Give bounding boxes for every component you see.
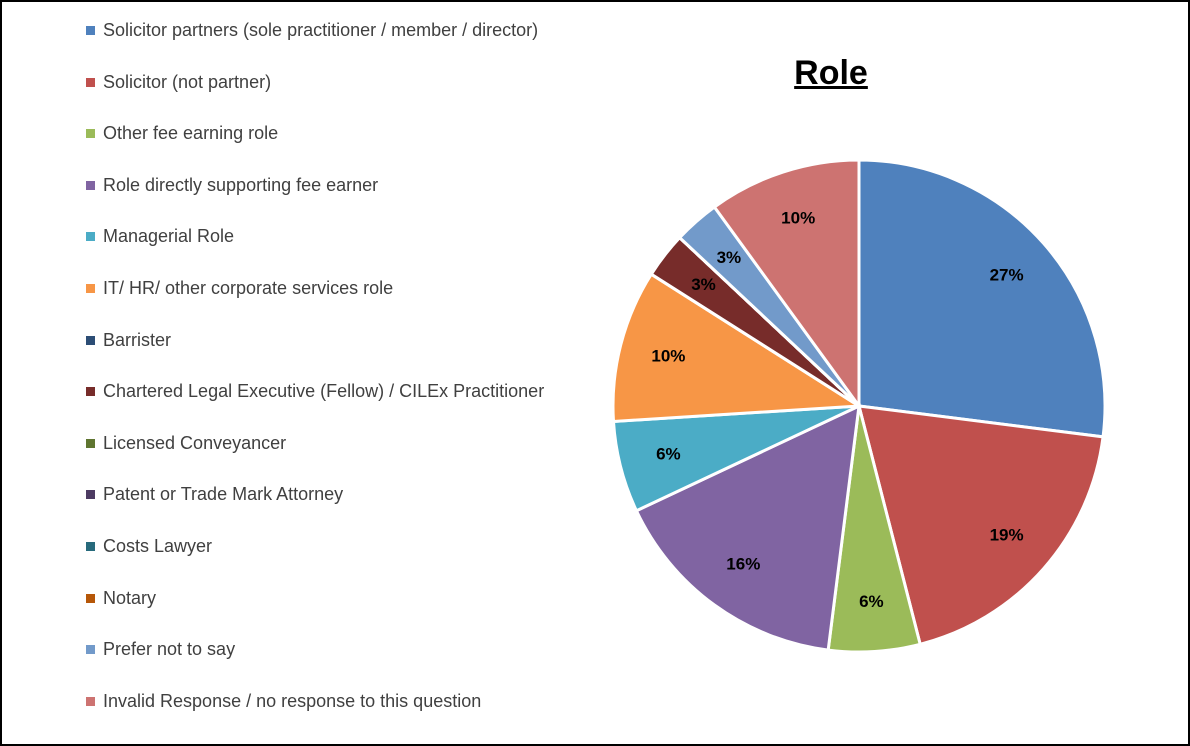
data-label: 6% (859, 592, 884, 611)
legend-item: Role directly supporting fee earner (86, 174, 566, 196)
legend-swatch (86, 387, 95, 397)
legend-label: Barrister (103, 329, 172, 350)
legend-item: Solicitor partners (sole practitioner / … (86, 19, 566, 41)
legend-item: Notary (86, 587, 566, 609)
data-label: 3% (691, 275, 716, 294)
legend-label: Invalid Response / no response to this q… (103, 690, 482, 711)
data-label: 19% (990, 526, 1024, 545)
legend-label: Solicitor (not partner) (103, 71, 272, 92)
legend-label: Role directly supporting fee earner (103, 174, 379, 195)
legend-item: Licensed Conveyancer (86, 432, 566, 454)
pie-slice (856, 404, 1105, 647)
legend-label: Notary (103, 587, 157, 608)
data-label: 10% (781, 208, 815, 227)
legend-item: IT/ HR/ other corporate services role (86, 277, 566, 299)
legend-swatch (86, 490, 95, 500)
legend-item: Solicitor (not partner) (86, 71, 566, 93)
legend-label: IT/ HR/ other corporate services role (103, 278, 394, 298)
legend-label: Solicitor partners (sole practitioner / … (103, 20, 539, 40)
pie-slice (611, 272, 864, 424)
legend-label: Prefer not to say (103, 639, 236, 660)
legend-label: Chartered Legal Executive (Fellow) / CIL… (103, 381, 545, 402)
legend-swatch (86, 438, 95, 448)
legend-swatch (86, 696, 95, 706)
legend-swatch (86, 77, 95, 87)
legend-item: Chartered Legal Executive (Fellow) / CIL… (86, 380, 566, 402)
legend-swatch (86, 645, 95, 655)
legend-item: Barrister (86, 329, 566, 351)
legend-label: Costs Lawyer (103, 536, 213, 556)
data-label: 6% (656, 444, 681, 463)
legend-swatch (86, 542, 95, 551)
legend-item: Managerial Role (86, 225, 566, 247)
data-label: 10% (651, 347, 685, 366)
legend-label: Licensed Conveyancer (103, 432, 287, 453)
legend-swatch (86, 26, 95, 35)
pie-slice (712, 158, 861, 411)
legend-label: Patent or Trade Mark Attorney (103, 484, 344, 505)
legend-item: Prefer not to say (86, 638, 566, 660)
legend-item: Other fee earning role (86, 122, 566, 144)
chart-title: Role (794, 54, 868, 92)
legend-swatch (86, 335, 95, 345)
legend-item: Costs Lawyer (86, 535, 566, 557)
data-label: 27% (990, 265, 1024, 284)
legend-swatch (86, 284, 95, 293)
legend-swatch (86, 180, 95, 190)
pie-slice (634, 403, 861, 652)
pie-slice (857, 158, 1107, 439)
legend-swatch (86, 593, 95, 603)
legend-swatch (86, 129, 95, 139)
data-label: 3% (717, 248, 742, 267)
legend-label: Managerial Role (103, 226, 235, 247)
legend-item: Patent or Trade Mark Attorney (86, 483, 566, 505)
legend-swatch (86, 232, 95, 242)
legend-label: Other fee earning role (103, 123, 279, 144)
data-label: 16% (726, 555, 760, 574)
legend-item: Invalid Response / no response to this q… (86, 690, 566, 712)
